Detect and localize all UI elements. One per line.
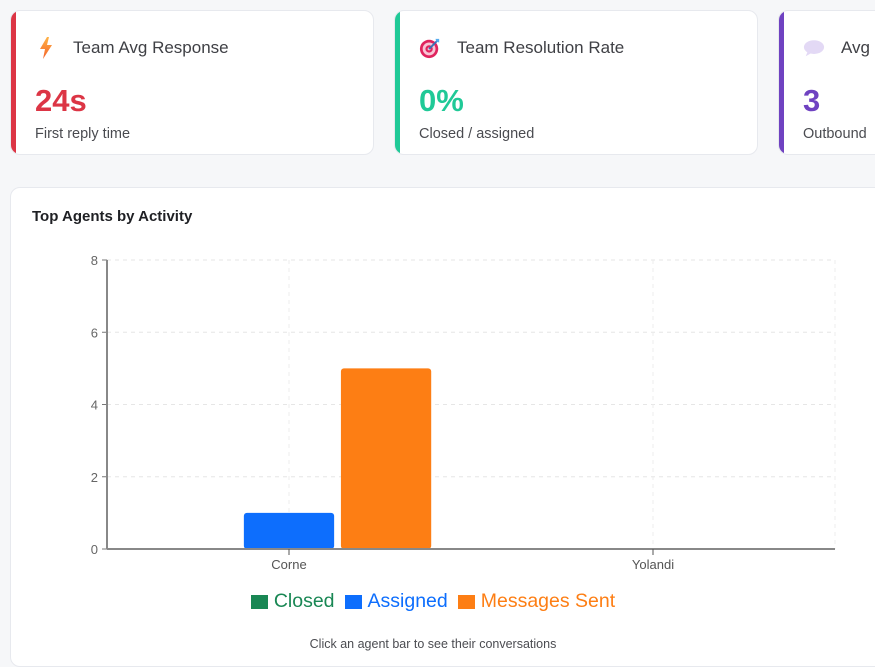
kpi-subtitle: Outbound	[803, 126, 867, 142]
agent-bar-corne-assigned[interactable]	[243, 512, 335, 549]
speech-bubble-icon	[803, 37, 825, 59]
y-tick-label: 8	[91, 253, 98, 268]
legend-item-assigned[interactable]: Assigned	[344, 590, 448, 613]
target-icon	[419, 37, 441, 59]
legend-swatch	[250, 594, 268, 609]
kpi-card-avg-outbound: Avg 3 Outbound	[778, 10, 875, 155]
legend-swatch	[457, 594, 475, 609]
legend-label: Closed	[273, 590, 335, 612]
x-tick-label: Yolandi	[632, 557, 674, 572]
bar-chart[interactable]: 0 2 4 6 8 Corne Yolandi	[11, 188, 875, 588]
chart-hint: Click an agent bar to see their conversa…	[309, 637, 557, 651]
top-agents-chart-card: Top Agents by Activity 0 2 4 6 8 Corne Yolandi…	[10, 187, 875, 667]
legend-item-closed[interactable]: Closed	[250, 590, 335, 613]
kpi-title: Team Avg Response	[73, 38, 229, 57]
y-tick-label: 0	[91, 542, 98, 557]
kpi-title: Team Resolution Rate	[457, 38, 625, 57]
kpi-value: 24s	[35, 83, 87, 118]
kpi-subtitle: First reply time	[35, 126, 131, 142]
y-tick-label: 2	[91, 470, 98, 485]
kpi-value: 3	[803, 83, 821, 118]
chart-legend: Closed Assigned Messages Sent	[11, 590, 855, 613]
legend-label: Assigned	[367, 590, 448, 612]
y-tick-label: 6	[91, 325, 98, 340]
kpi-card-team-avg-response: Team Avg Response 24s First reply time	[10, 10, 374, 155]
legend-label: Messages Sent	[480, 590, 616, 612]
kpi-value: 0%	[419, 83, 464, 118]
legend-swatch	[344, 594, 362, 609]
y-tick-label: 4	[91, 398, 98, 413]
kpi-card-team-resolution-rate: Team Resolution Rate 0% Closed / assigne…	[394, 10, 758, 155]
kpi-title: Avg	[841, 38, 870, 57]
agent-bar-corne-messages-sent[interactable]	[340, 368, 432, 549]
kpi-subtitle: Closed / assigned	[419, 126, 535, 142]
lightning-icon	[35, 37, 57, 59]
chart-title: Top Agents by Activity	[32, 208, 193, 225]
x-tick-label: Corne	[271, 557, 306, 572]
legend-item-messages-sent[interactable]: Messages Sent	[457, 590, 616, 613]
